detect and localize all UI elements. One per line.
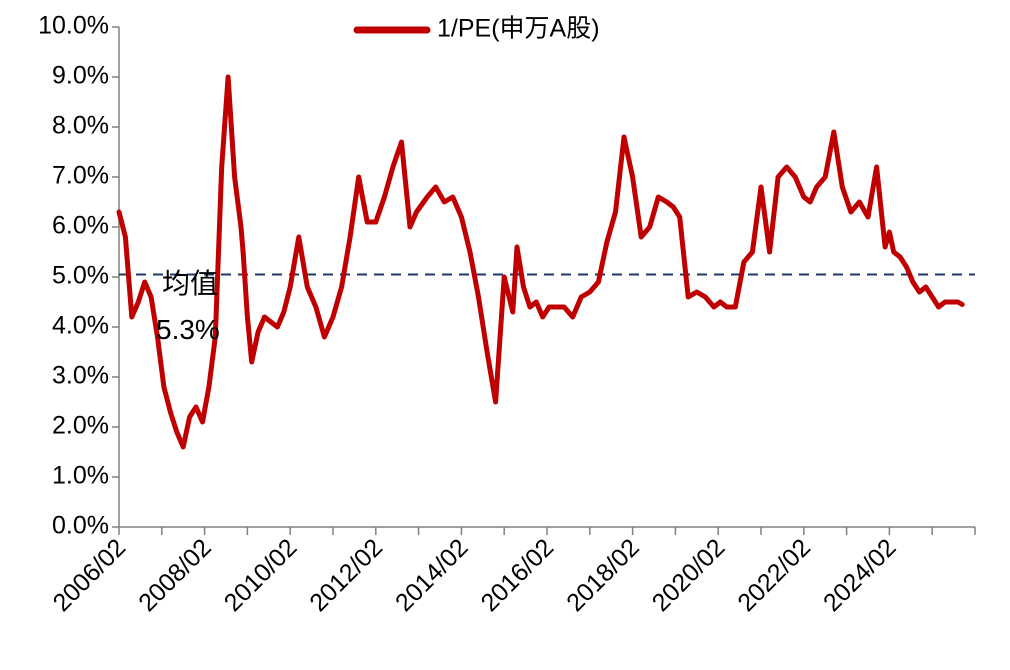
y-tick-label: 8.0% [52, 112, 109, 140]
x-axis-ticks [118, 527, 976, 535]
x-axis-tick-labels: 2006/02 2008/02 2010/02 2012/02 2014/02 2016/… [48, 533, 902, 617]
x-tick-label: 2010/02 [219, 533, 303, 617]
legend: 1/PE(申万A股) [353, 15, 600, 43]
x-tick-label: 2014/02 [390, 533, 474, 617]
y-tick-label: 7.0% [52, 162, 109, 190]
y-tick-label: 5.0% [52, 262, 109, 290]
x-tick-label: 2018/02 [561, 533, 645, 617]
y-tick-label: 1.0% [52, 462, 109, 490]
y-tick-label: 6.0% [52, 212, 109, 240]
y-tick-label: 4.0% [52, 312, 109, 340]
mean-annotation-label: 均值 [162, 268, 218, 299]
mean-annotation-value: 5.3% [156, 314, 220, 345]
y-tick-label: 9.0% [52, 62, 109, 90]
x-tick-label: 2020/02 [647, 533, 731, 617]
legend-label: 1/PE(申万A股) [437, 15, 600, 43]
y-tick-label: 2.0% [52, 412, 109, 440]
y-tick-label: 3.0% [52, 362, 109, 390]
x-tick-label: 2024/02 [818, 533, 902, 617]
y-axis-ticks [112, 26, 119, 528]
x-tick-label: 2008/02 [133, 533, 217, 617]
series-line-1pe [116, 74, 965, 450]
x-tick-label: 2016/02 [476, 533, 560, 617]
y-tick-label: 10.0% [38, 12, 109, 40]
x-tick-label: 2022/02 [732, 533, 816, 617]
x-tick-label: 2006/02 [48, 533, 132, 617]
x-tick-label: 2012/02 [304, 533, 388, 617]
y-tick-label: 0.0% [52, 512, 109, 540]
y-axis-tick-labels: 0.0% 1.0% 2.0% 3.0% 4.0% 5.0% 6.0% 7.0% 8.0% 9.0%… [38, 12, 109, 540]
